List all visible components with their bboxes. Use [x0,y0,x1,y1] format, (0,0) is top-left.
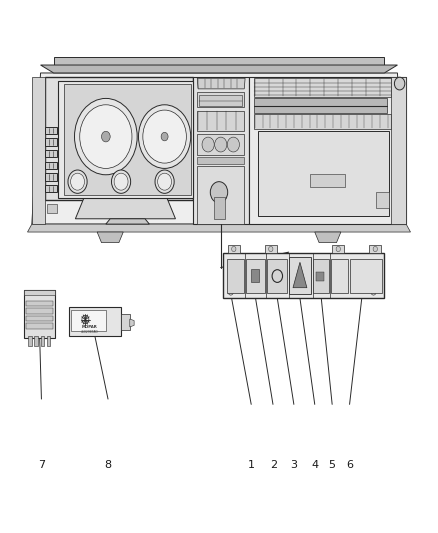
Bar [26,316,53,321]
Bar [24,290,55,295]
Text: MOPAR: MOPAR [81,325,97,329]
Circle shape [102,131,110,142]
Circle shape [268,246,273,252]
Polygon shape [28,224,410,232]
Circle shape [202,137,214,152]
Circle shape [336,246,340,252]
Circle shape [215,137,227,152]
Bar [332,245,344,253]
Polygon shape [293,262,307,288]
Circle shape [161,132,168,141]
Bar [69,308,121,336]
Bar [254,99,387,113]
Polygon shape [32,73,406,224]
Bar [45,138,57,146]
Bar [314,259,329,293]
Polygon shape [106,219,149,224]
Bar [265,245,277,253]
Bar [197,157,244,164]
Bar [251,269,259,282]
Bar [228,245,240,253]
Circle shape [68,170,87,193]
Circle shape [210,182,228,203]
Bar [45,173,57,181]
Circle shape [114,173,128,190]
Circle shape [71,173,85,190]
Bar [197,92,244,108]
Polygon shape [391,77,406,224]
Bar [45,126,57,134]
Polygon shape [197,134,244,155]
Circle shape [373,246,378,252]
Text: 1: 1 [248,461,255,470]
Text: 6: 6 [346,461,353,470]
Polygon shape [75,198,176,219]
Circle shape [138,105,191,168]
Bar [28,336,32,346]
Bar [317,272,324,281]
Circle shape [112,170,131,193]
Circle shape [80,105,132,168]
Polygon shape [258,131,389,216]
Bar [369,245,381,253]
Bar [267,259,287,293]
Circle shape [371,289,376,295]
Bar [289,257,311,294]
Circle shape [394,77,405,90]
Polygon shape [254,114,391,128]
Polygon shape [197,78,245,89]
Bar [198,95,242,106]
Polygon shape [45,77,193,200]
Bar [35,336,38,346]
Bar [331,259,348,293]
Polygon shape [250,77,406,224]
Polygon shape [130,319,134,327]
Bar [121,314,130,330]
Circle shape [232,246,236,252]
Text: 3: 3 [290,461,297,470]
Polygon shape [193,77,250,224]
Polygon shape [58,81,193,198]
Polygon shape [64,84,191,195]
Bar [350,259,382,293]
Text: 8: 8 [104,461,112,470]
Bar [197,111,244,131]
Text: 2: 2 [270,461,277,470]
Bar [223,253,385,298]
Bar [24,290,55,338]
Circle shape [155,170,174,193]
Bar [45,150,57,157]
Polygon shape [53,57,385,65]
Text: 4: 4 [311,461,318,470]
Polygon shape [32,77,45,224]
Bar [214,197,225,219]
Bar [26,323,53,328]
Text: 5: 5 [328,461,336,470]
Circle shape [227,137,240,152]
Bar [45,185,57,192]
Bar [227,259,244,293]
Circle shape [143,110,186,163]
Bar [376,192,389,208]
Text: 7: 7 [38,461,45,470]
Circle shape [74,99,137,175]
Bar [47,204,57,214]
Bar [41,336,44,346]
Text: 4602987AD: 4602987AD [81,330,98,334]
Polygon shape [41,65,397,73]
Polygon shape [97,232,123,243]
Bar [47,336,50,346]
Bar [26,309,53,314]
Polygon shape [197,166,244,224]
Bar [247,259,265,293]
Bar [26,301,53,306]
Bar [45,161,57,169]
Polygon shape [254,78,391,97]
Bar [71,310,106,331]
Polygon shape [315,232,341,243]
Circle shape [228,289,233,295]
Circle shape [158,173,172,190]
Bar [311,174,345,187]
